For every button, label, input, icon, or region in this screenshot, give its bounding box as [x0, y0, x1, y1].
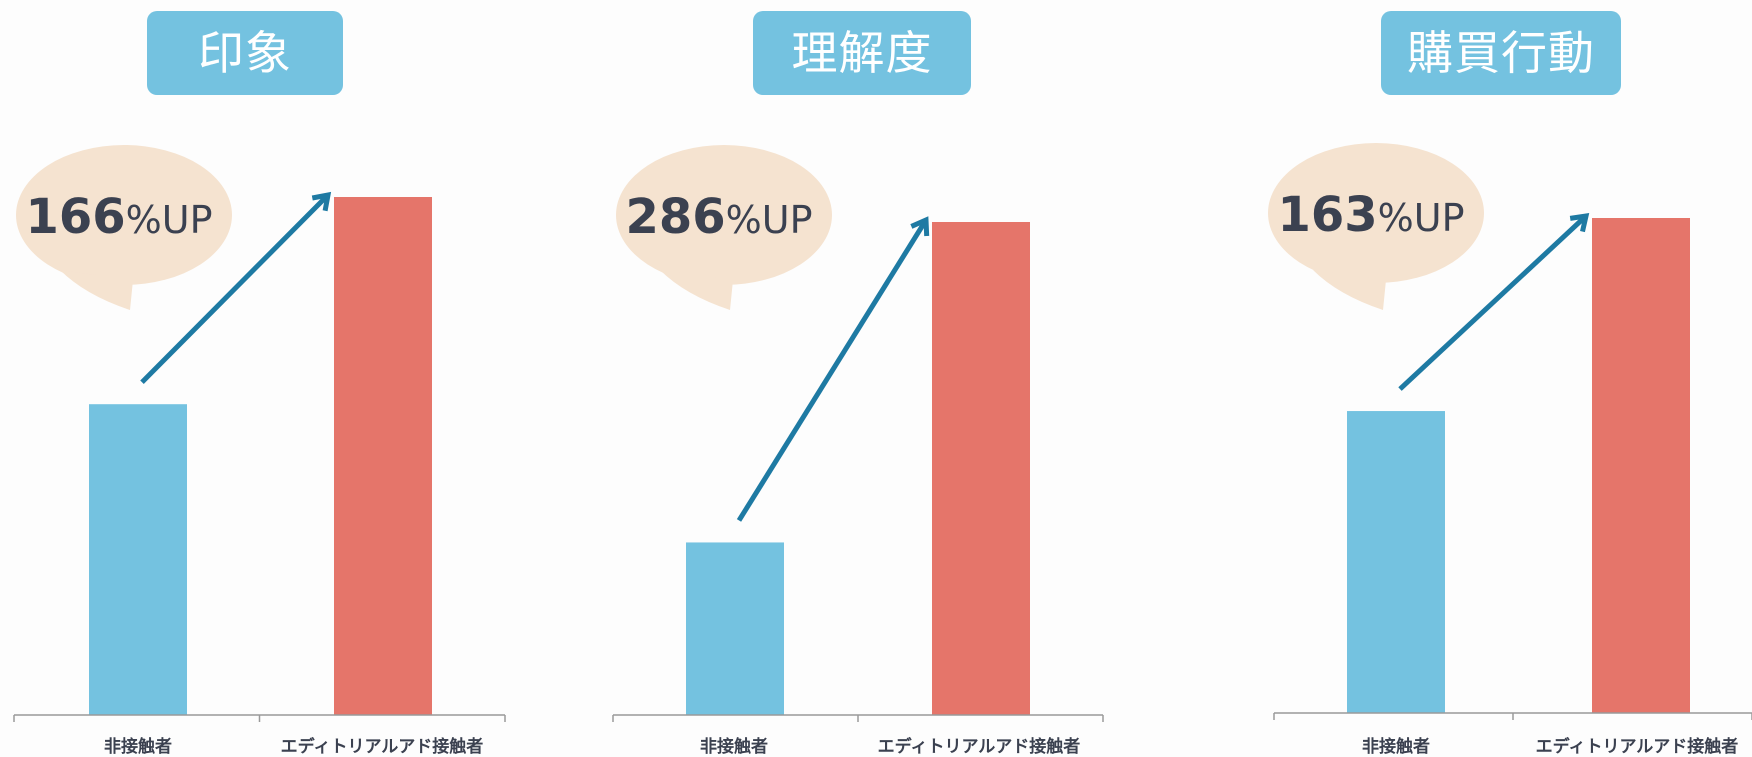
uplift-annotation: 286%UP — [614, 187, 824, 247]
chart-title-badge: 理解度 — [753, 11, 971, 95]
trend-arrow — [140, 191, 332, 384]
arrow-shaft — [1398, 214, 1588, 391]
uplift-unit: %UP — [725, 198, 813, 242]
uplift-unit: %UP — [1377, 196, 1465, 240]
arrow-head — [311, 191, 332, 212]
uplift-value: 163 — [1277, 187, 1378, 243]
speech-bubble-tail — [60, 270, 133, 310]
speech-bubble — [616, 145, 832, 310]
uplift-annotation: 166%UP — [14, 187, 224, 247]
arrow-shaft — [140, 193, 330, 384]
trend-arrow — [1398, 212, 1590, 391]
bar-non-contact — [89, 404, 187, 715]
category-label-non-contact: 非接触者 — [104, 737, 172, 757]
chart-panel-purchase: 購買行動 163%UP 非接触者 エディトリアルアド接触者 — [1258, 0, 1752, 757]
chart-title-badge: 印象 — [147, 11, 343, 95]
chart-title-badge: 購買行動 — [1381, 11, 1621, 95]
speech-bubble-body — [1268, 143, 1484, 283]
speech-bubble-body — [16, 145, 232, 285]
category-label-contact: エディトリアルアド接触者 — [877, 737, 1081, 757]
arrow-shaft — [736, 218, 929, 522]
uplift-value: 166 — [25, 189, 126, 245]
uplift-unit: %UP — [125, 198, 213, 242]
chart-title: 印象 — [198, 26, 292, 80]
speech-bubble-tail — [660, 270, 733, 310]
bar-non-contact — [686, 542, 784, 715]
chart-panel-comprehension: 理解度 286%UP 非接触者 エディトリアルアド接触者 — [600, 0, 1184, 757]
uplift-value: 286 — [625, 189, 726, 245]
uplift-annotation: 163%UP — [1266, 185, 1476, 245]
bar-non-contact — [1347, 411, 1445, 713]
category-label-non-contact: 非接触者 — [1362, 737, 1430, 757]
bar-chart-purchase — [1268, 143, 1752, 720]
arrow-head — [1569, 212, 1590, 233]
category-label-contact: エディトリアルアド接触者 — [280, 737, 484, 757]
trend-arrow — [736, 216, 930, 522]
arrow-head — [910, 216, 930, 237]
speech-bubble — [16, 145, 232, 310]
bar-chart-comprehension — [612, 145, 1104, 722]
category-label-non-contact: 非接触者 — [700, 737, 768, 757]
speech-bubble-tail — [1313, 270, 1386, 310]
category-label-contact: エディトリアルアド接触者 — [1535, 737, 1739, 757]
bar-contact — [334, 197, 432, 715]
speech-bubble — [1268, 143, 1484, 310]
speech-bubble-body — [616, 145, 832, 285]
chart-panel-impression: 印象 166%UP 非接触者 エディトリアルアド接触者 — [0, 0, 584, 757]
chart-title: 購買行動 — [1407, 26, 1595, 80]
chart-title: 理解度 — [791, 26, 933, 80]
bar-contact — [1592, 218, 1690, 713]
bar-contact — [932, 222, 1030, 715]
bar-chart-impression — [13, 145, 506, 722]
